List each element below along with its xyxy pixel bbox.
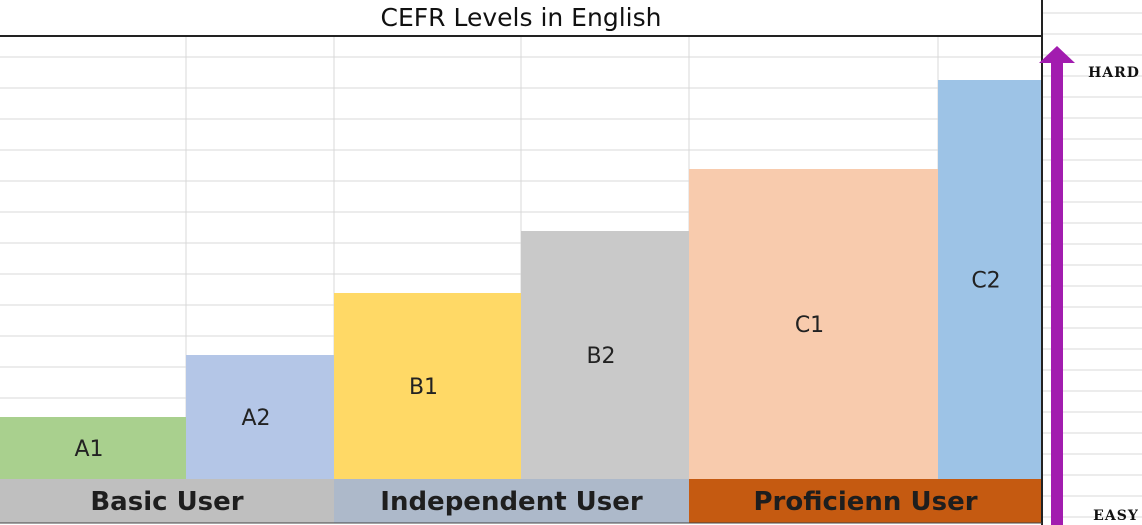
arrow-head xyxy=(1039,46,1075,63)
group-bands-layer: Basic User Independent User Proficienn Use… xyxy=(0,479,1042,523)
group-band-0 xyxy=(0,479,334,523)
bar-labels-layer: A1 A2 B1 B2 C1 C2 xyxy=(74,269,1000,463)
group-label-2: Proficienn User xyxy=(753,487,977,517)
bar-label-b2: B2 xyxy=(586,344,615,369)
chart-frame xyxy=(0,0,1043,525)
bar-label-b1: B1 xyxy=(409,375,438,400)
group-label-1: Independent User xyxy=(380,487,643,517)
bar-label-c2: C2 xyxy=(971,269,1000,294)
bar-b2 xyxy=(521,231,689,479)
group-band-2 xyxy=(689,479,1042,523)
bar-a1 xyxy=(0,417,186,479)
bar-c1 xyxy=(689,169,938,479)
arrow-bottom-label: EASY xyxy=(1093,508,1139,524)
arrow-top-label: HARD xyxy=(1088,65,1140,81)
arrow-shaft xyxy=(1051,62,1063,525)
bar-label-a2: A2 xyxy=(241,406,270,431)
bar-label-a1: A1 xyxy=(74,437,103,462)
bars-layer xyxy=(0,80,1042,479)
chart-title: CEFR Levels in English xyxy=(381,3,662,32)
difficulty-arrow xyxy=(1039,46,1075,525)
group-band-1 xyxy=(334,479,689,523)
bar-c2 xyxy=(938,80,1042,479)
bar-label-c1: C1 xyxy=(795,313,824,338)
bar-a2 xyxy=(186,355,334,479)
group-label-0: Basic User xyxy=(90,487,243,517)
bar-b1 xyxy=(334,293,521,479)
